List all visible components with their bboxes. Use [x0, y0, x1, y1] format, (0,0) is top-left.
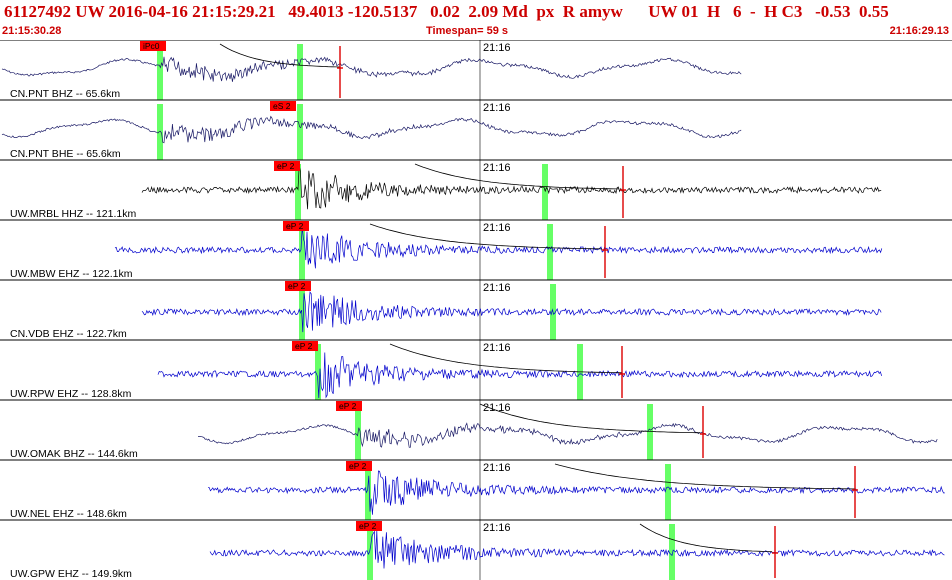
waveform-trace	[207, 470, 945, 515]
pick-marker	[297, 104, 303, 160]
phase-label: eP 2	[295, 341, 313, 351]
station-label: UW.MRBL HHZ -- 121.1km	[10, 208, 136, 220]
minute-label: 21:16	[483, 102, 511, 114]
pick-marker	[295, 164, 301, 220]
station-label: UW.OMAK BHZ -- 144.6km	[10, 448, 138, 460]
minute-label: 21:16	[483, 462, 511, 474]
minute-label: 21:16	[483, 282, 511, 294]
phase-label: eP 2	[288, 281, 306, 291]
phase-label: eP 2	[286, 221, 304, 231]
pick-marker	[669, 524, 675, 580]
minute-label: 21:16	[483, 42, 511, 54]
timespan-label: Timespan= 59 s	[426, 25, 509, 37]
pick-marker	[367, 524, 373, 580]
end-time: 21:16:29.13	[889, 25, 949, 37]
pick-marker	[157, 104, 163, 160]
header-bar: 61127492 UW 2016-04-16 21:15:29.21 49.40…	[0, 0, 952, 40]
minute-label: 21:16	[483, 162, 511, 174]
phase-label-box	[274, 161, 300, 171]
seismogram-panel[interactable]: 21:16 iPc0 CN.PNT BHZ -- 65.6km 21:16 eS 2 CN…	[0, 40, 952, 580]
station-label: CN.PNT BHE -- 65.6km	[10, 148, 121, 160]
waveform-trace	[209, 530, 945, 569]
waveform-trace	[1, 56, 742, 82]
waveform-trace	[141, 165, 882, 210]
phase-label: eP 2	[359, 521, 377, 531]
minute-label: 21:16	[483, 402, 511, 414]
waveform-trace	[198, 422, 938, 448]
pick-marker	[299, 224, 305, 280]
event-title: 61127492 UW 2016-04-16 21:15:29.21 49.40…	[4, 2, 889, 21]
phase-label-box	[270, 101, 296, 111]
phase-label-box	[346, 461, 372, 471]
phase-label: eP 2	[277, 161, 295, 171]
coda-curve	[414, 163, 619, 190]
coda-curve	[554, 463, 855, 490]
pick-marker	[365, 464, 371, 520]
minute-label: 21:16	[483, 522, 511, 534]
waveform-trace	[141, 291, 882, 333]
pick-marker	[647, 404, 653, 460]
phase-label: eP 2	[339, 401, 357, 411]
phase-label-box	[356, 521, 382, 531]
station-label: UW.NEL EHZ -- 148.6km	[10, 508, 127, 520]
coda-curve	[389, 343, 623, 374]
phase-label-box	[285, 281, 311, 291]
pick-marker	[665, 464, 671, 520]
phase-label-box	[283, 221, 309, 231]
coda-curve	[219, 43, 341, 68]
phase-label: eS 2	[273, 101, 291, 111]
pick-marker	[157, 44, 163, 100]
coda-curve	[369, 223, 603, 250]
minute-label: 21:16	[483, 222, 511, 234]
station-label: CN.PNT BHZ -- 65.6km	[10, 88, 120, 100]
phase-label: eP 2	[349, 461, 367, 471]
start-time: 21:15:30.28	[2, 25, 62, 37]
waveform-trace	[1, 115, 742, 144]
phase-label: iPc0	[143, 41, 160, 51]
waveform-trace	[114, 226, 883, 269]
phase-label-box	[336, 401, 362, 411]
phase-label-box	[292, 341, 318, 351]
pick-marker	[547, 224, 553, 280]
station-label: CN.VDB EHZ -- 122.7km	[10, 328, 127, 340]
station-label: UW.GPW EHZ -- 149.9km	[10, 568, 132, 580]
phase-label-box	[140, 41, 166, 51]
pick-marker	[315, 344, 321, 400]
waveform-trace	[157, 352, 882, 399]
station-label: UW.MBW EHZ -- 122.1km	[10, 268, 133, 280]
minute-label: 21:16	[483, 342, 511, 354]
coda-curve	[479, 403, 701, 434]
pick-marker	[542, 164, 548, 220]
coda-curve	[639, 523, 773, 553]
pick-marker	[297, 44, 303, 100]
station-label: UW.RPW EHZ -- 128.8km	[10, 388, 132, 400]
